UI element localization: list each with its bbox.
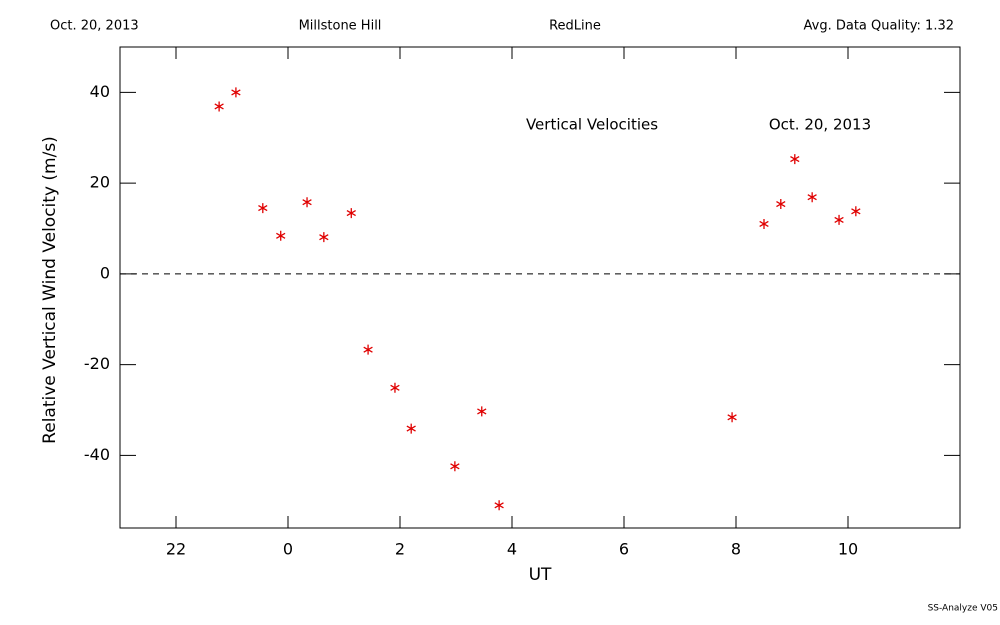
- plot-frame: [119, 46, 961, 529]
- point: [477, 406, 487, 417]
- point: [214, 101, 224, 112]
- annotation: Oct. 20, 2013: [769, 116, 871, 134]
- y-tick-label: 20: [90, 173, 110, 192]
- point: [834, 214, 844, 225]
- point: [494, 500, 504, 511]
- point: [363, 344, 373, 355]
- header-quality: Avg. Data Quality: 1.32: [804, 19, 954, 34]
- y-tick-label: -20: [84, 354, 110, 373]
- point: [390, 382, 400, 393]
- point: [231, 87, 241, 98]
- x-tick-label: 4: [507, 540, 517, 559]
- point: [276, 230, 286, 241]
- point: [851, 206, 861, 217]
- x-tick-label: 2: [395, 540, 405, 559]
- point: [727, 412, 737, 423]
- header-line: RedLine: [549, 19, 601, 34]
- x-tick-label: 6: [619, 540, 629, 559]
- y-axis-label: Relative Vertical Wind Velocity (m/s): [40, 136, 60, 444]
- footer: SS-Analyze V05: [928, 604, 998, 614]
- point: [759, 218, 769, 229]
- point: [319, 232, 329, 243]
- point: [807, 192, 817, 203]
- x-axis-label: UT: [529, 565, 552, 585]
- point: [258, 203, 268, 214]
- point: [790, 154, 800, 165]
- point: [450, 461, 460, 472]
- header-date: Oct. 20, 2013: [50, 19, 139, 34]
- point: [302, 197, 312, 208]
- x-tick-label: 22: [166, 540, 186, 559]
- annotation: Vertical Velocities: [526, 116, 658, 134]
- point: [346, 208, 356, 219]
- x-tick-label: 10: [838, 540, 858, 559]
- x-tick-label: 8: [731, 540, 741, 559]
- x-tick-label: 0: [283, 540, 293, 559]
- y-tick-label: 0: [100, 263, 110, 282]
- point: [406, 423, 416, 434]
- y-tick-label: 40: [90, 82, 110, 101]
- y-tick-label: -40: [84, 445, 110, 464]
- header-site: Millstone Hill: [299, 19, 382, 34]
- point: [776, 199, 786, 210]
